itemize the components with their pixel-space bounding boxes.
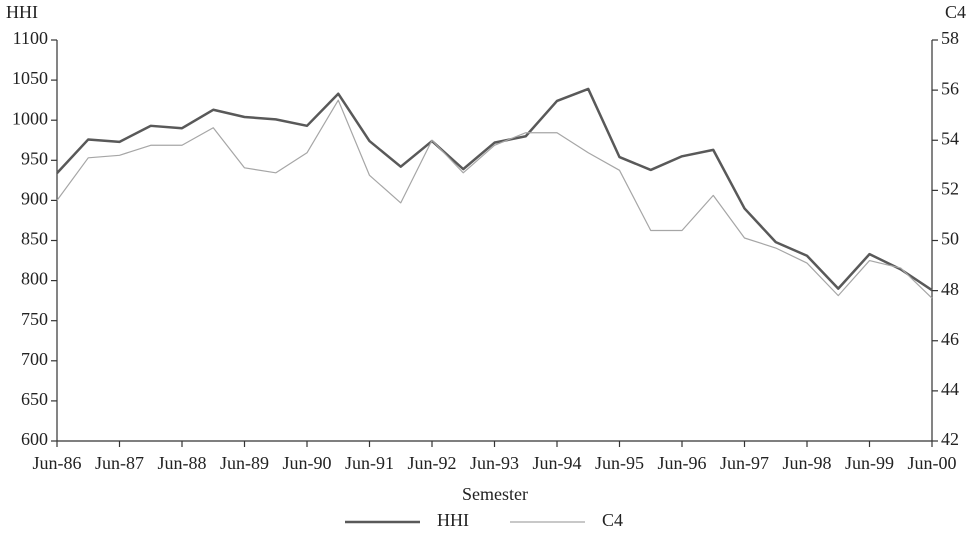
legend-label: C4: [602, 510, 623, 530]
y-tick-label: 800: [21, 269, 48, 289]
y2-axis-title: C4: [945, 2, 966, 22]
y-tick-label: 900: [21, 189, 48, 209]
line-series: [56, 99, 933, 299]
y2-tick-label: 58: [941, 28, 959, 48]
y-tick-label: 850: [21, 229, 48, 249]
y-tick-label: 700: [21, 349, 48, 369]
x-tick-label: Jun-00: [908, 453, 957, 473]
x-tick-label: Jun-98: [783, 453, 832, 473]
x-tick-label: Jun-88: [158, 453, 207, 473]
x-tick-label: Jun-95: [595, 453, 644, 473]
y-tick-label: 1050: [12, 68, 48, 88]
x-tick-label: Jun-93: [470, 453, 519, 473]
line-series: [56, 87, 933, 292]
x-tick-label: Jun-86: [33, 453, 82, 473]
y-tick-label: 600: [21, 429, 48, 449]
legend-label: HHI: [437, 510, 469, 530]
y2-tick-label: 42: [941, 429, 959, 449]
x-tick-label: Jun-90: [283, 453, 332, 473]
y2-tick-label: 52: [941, 179, 959, 199]
y-tick-label: 1100: [13, 28, 48, 48]
x-tick-label: Jun-92: [408, 453, 457, 473]
y2-tick-label: 56: [941, 78, 959, 98]
y-axis-title: HHI: [6, 2, 38, 22]
y2-tick-label: 46: [941, 329, 959, 349]
x-tick-label: Jun-96: [658, 453, 707, 473]
y-tick-label: 950: [21, 148, 48, 168]
x-axis-title: Semester: [462, 484, 528, 504]
x-tick-label: Jun-87: [95, 453, 144, 473]
x-tick-label: Jun-89: [220, 453, 269, 473]
x-tick-label: Jun-99: [845, 453, 894, 473]
y2-tick-label: 54: [941, 128, 959, 148]
x-tick-label: Jun-91: [345, 453, 394, 473]
y2-tick-label: 50: [941, 229, 959, 249]
x-tick-label: Jun-97: [720, 453, 769, 473]
y2-tick-label: 48: [941, 279, 959, 299]
y2-tick-label: 44: [941, 379, 959, 399]
y-tick-label: 650: [21, 389, 48, 409]
y-tick-label: 750: [21, 309, 48, 329]
y-tick-label: 1000: [12, 108, 48, 128]
x-tick-label: Jun-94: [533, 453, 582, 473]
